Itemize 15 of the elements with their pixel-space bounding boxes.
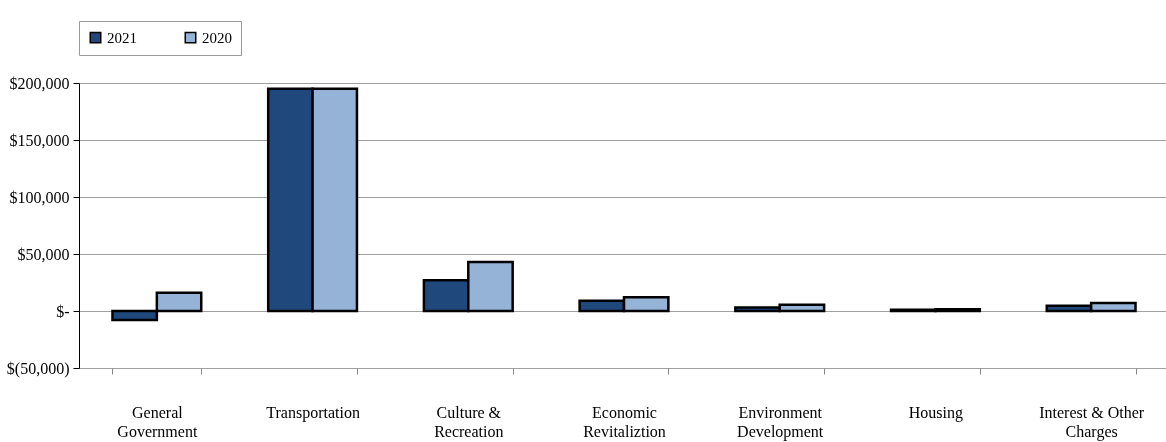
x-tick-label: Environment Development bbox=[737, 403, 824, 441]
y-tick-label: $- bbox=[56, 302, 70, 320]
legend-label: 2020 bbox=[202, 29, 232, 46]
x-tick-label: Culture & Recreation bbox=[434, 403, 504, 440]
y-tick-label: $200,000 bbox=[9, 74, 70, 92]
legend-label: 2021 bbox=[107, 29, 137, 46]
x-tick-label: General Government bbox=[117, 403, 198, 440]
x-tick-label: Interest & Other Charges bbox=[1039, 403, 1145, 441]
x-tick-label: Transportation bbox=[266, 403, 360, 422]
y-tick-label: $(50,000) bbox=[6, 359, 70, 378]
y-tick-label: $100,000 bbox=[9, 188, 70, 206]
y-tick-label: $50,000 bbox=[17, 245, 70, 263]
x-tick-label: Economic Revitaliztion bbox=[583, 403, 666, 440]
y-tick-label: $150,000 bbox=[9, 131, 70, 149]
x-tick-label: Housing bbox=[908, 403, 964, 422]
